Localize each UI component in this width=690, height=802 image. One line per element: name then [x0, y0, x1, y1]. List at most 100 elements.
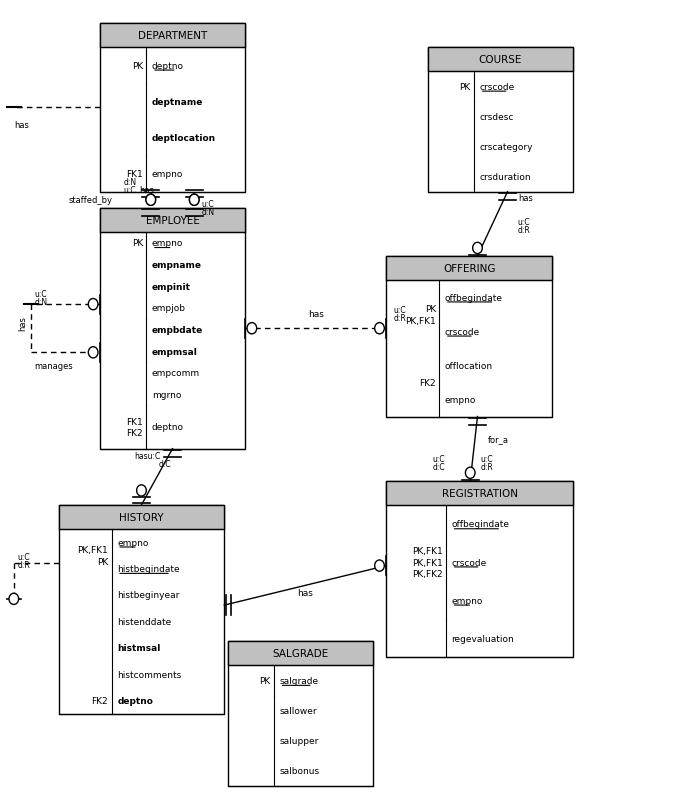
- Text: empno: empno: [152, 239, 184, 248]
- Circle shape: [146, 195, 156, 206]
- Text: salupper: salupper: [279, 736, 319, 745]
- Text: manages: manages: [34, 362, 73, 371]
- Text: empmsal: empmsal: [152, 347, 198, 356]
- Text: has: has: [139, 185, 154, 194]
- Text: d:R: d:R: [17, 561, 30, 569]
- Text: histbeginyear: histbeginyear: [117, 591, 179, 600]
- Text: d:R: d:R: [481, 462, 493, 471]
- Text: u:C: u:C: [393, 306, 406, 314]
- Text: d:C: d:C: [159, 460, 171, 468]
- Text: d:R: d:R: [518, 225, 531, 234]
- Text: offbegindate: offbegindate: [451, 520, 509, 529]
- Text: crscode: crscode: [451, 558, 486, 567]
- Text: u:C: u:C: [34, 290, 47, 298]
- Text: REGISTRATION: REGISTRATION: [442, 488, 518, 498]
- Text: u:C: u:C: [481, 454, 493, 463]
- Text: empno: empno: [451, 596, 483, 605]
- Text: u:C: u:C: [17, 553, 30, 561]
- Text: crsduration: crsduration: [480, 173, 531, 182]
- Text: has: has: [297, 589, 313, 597]
- Text: has: has: [308, 310, 324, 318]
- Text: PK
PK,FK1: PK PK,FK1: [405, 305, 436, 325]
- FancyBboxPatch shape: [100, 24, 245, 192]
- Text: crsdesc: crsdesc: [480, 113, 514, 122]
- Text: histenddate: histenddate: [117, 617, 171, 626]
- Text: u:C: u:C: [201, 200, 214, 209]
- Text: histmsal: histmsal: [117, 643, 161, 652]
- Text: FK2: FK2: [92, 696, 108, 705]
- FancyBboxPatch shape: [386, 481, 573, 658]
- Text: d:R: d:R: [393, 314, 406, 322]
- Text: empinit: empinit: [152, 282, 191, 291]
- Text: COURSE: COURSE: [479, 55, 522, 65]
- Text: offlocation: offlocation: [445, 362, 493, 371]
- Text: histcomments: histcomments: [117, 670, 181, 678]
- Text: has: has: [518, 193, 533, 202]
- Circle shape: [189, 195, 199, 206]
- FancyBboxPatch shape: [100, 209, 245, 233]
- Text: d:N: d:N: [34, 298, 48, 306]
- Text: histbegindate: histbegindate: [117, 565, 180, 573]
- Circle shape: [137, 485, 146, 496]
- Text: empno: empno: [445, 395, 476, 404]
- Text: salbonus: salbonus: [279, 767, 319, 776]
- Circle shape: [375, 561, 384, 572]
- Text: empno: empno: [152, 170, 184, 179]
- Text: PK: PK: [132, 239, 143, 248]
- Text: hasu:C: hasu:C: [135, 452, 161, 460]
- Text: has: has: [19, 316, 28, 330]
- Text: for_a: for_a: [488, 434, 509, 443]
- Text: offbegindate: offbegindate: [445, 294, 503, 302]
- Circle shape: [247, 323, 257, 334]
- Text: crscategory: crscategory: [480, 143, 533, 152]
- FancyBboxPatch shape: [386, 257, 552, 417]
- Text: mgrno: mgrno: [152, 391, 181, 399]
- Text: empcomm: empcomm: [152, 369, 200, 378]
- FancyBboxPatch shape: [386, 257, 552, 281]
- FancyBboxPatch shape: [100, 24, 245, 48]
- Text: PK,FK1
PK: PK,FK1 PK: [77, 545, 108, 566]
- FancyBboxPatch shape: [386, 481, 573, 505]
- Text: FK1: FK1: [126, 170, 143, 179]
- Text: empno: empno: [117, 538, 148, 547]
- FancyBboxPatch shape: [228, 642, 373, 666]
- Text: u:C: u:C: [123, 185, 136, 194]
- Text: FK2: FK2: [420, 379, 436, 387]
- Text: salgrade: salgrade: [279, 676, 319, 685]
- Text: u:C: u:C: [518, 217, 531, 226]
- Text: staffed_by: staffed_by: [69, 196, 112, 205]
- FancyBboxPatch shape: [228, 642, 373, 786]
- Text: d:N: d:N: [201, 208, 215, 217]
- Text: OFFERING: OFFERING: [443, 264, 495, 273]
- Text: HISTORY: HISTORY: [119, 512, 164, 522]
- Text: deptno: deptno: [152, 62, 184, 71]
- Text: empname: empname: [152, 261, 202, 269]
- Text: deptno: deptno: [152, 423, 184, 432]
- Text: empjob: empjob: [152, 304, 186, 313]
- Text: sallower: sallower: [279, 707, 317, 715]
- Text: regevaluation: regevaluation: [451, 634, 514, 643]
- Text: FK1
FK2: FK1 FK2: [126, 417, 143, 438]
- Text: deptno: deptno: [117, 696, 153, 705]
- Text: crscode: crscode: [445, 327, 480, 336]
- Text: d:C: d:C: [432, 462, 445, 471]
- Text: crscode: crscode: [480, 83, 515, 91]
- Circle shape: [375, 323, 384, 334]
- FancyBboxPatch shape: [59, 505, 224, 714]
- Text: EMPLOYEE: EMPLOYEE: [146, 216, 199, 225]
- Text: d:N: d:N: [123, 177, 137, 186]
- FancyBboxPatch shape: [428, 48, 573, 192]
- Text: deptlocation: deptlocation: [152, 134, 216, 143]
- Text: has: has: [14, 121, 29, 130]
- Circle shape: [88, 299, 98, 310]
- FancyBboxPatch shape: [59, 505, 224, 529]
- FancyBboxPatch shape: [100, 209, 245, 449]
- Text: PK: PK: [460, 83, 471, 91]
- Circle shape: [466, 468, 475, 479]
- Text: u:C: u:C: [432, 454, 445, 463]
- Circle shape: [146, 195, 156, 206]
- Text: PK,FK1
PK,FK1
PK,FK2: PK,FK1 PK,FK1 PK,FK2: [412, 546, 442, 579]
- Text: PK: PK: [259, 676, 270, 685]
- Text: deptname: deptname: [152, 98, 204, 107]
- Text: empbdate: empbdate: [152, 326, 203, 334]
